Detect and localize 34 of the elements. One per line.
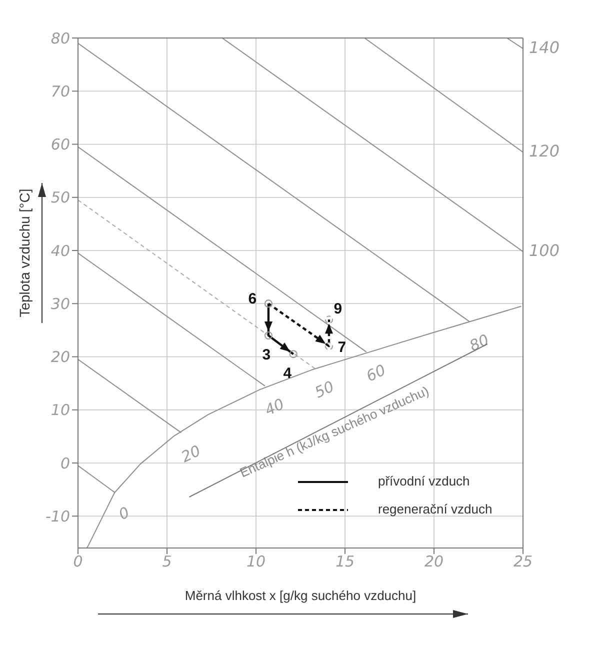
- y-tick-label: 20: [50, 348, 70, 366]
- x-tick-label: 10: [246, 552, 266, 571]
- x-axis-title: Měrná vlhkost x [g/kg suchého vzduchu]: [184, 588, 416, 603]
- x-tick-label: 25: [513, 552, 533, 571]
- annotation: 7: [338, 339, 346, 356]
- y-axis-title: Teplota vzduchu [°C]: [16, 188, 33, 318]
- annotation: 20: [178, 442, 204, 466]
- legend-label: přívodní vzduch: [378, 473, 470, 488]
- annotation: 140: [529, 38, 560, 57]
- y-tick-label: 30: [50, 294, 70, 313]
- annotation: 3: [262, 346, 271, 364]
- annotation: 4: [283, 365, 292, 382]
- y-tick-label: 40: [50, 242, 70, 260]
- x-tick-label: 20: [424, 552, 444, 571]
- annotation: 50: [312, 377, 337, 402]
- annotation: 60: [364, 360, 388, 386]
- legend-label: regenerační vzduch: [378, 501, 492, 516]
- x-tick-label: 15: [335, 552, 355, 571]
- annotation: 120: [529, 142, 560, 161]
- y-tick-label: -10: [46, 507, 70, 526]
- y-tick-label: 70: [50, 82, 70, 100]
- y-tick-label: 10: [50, 401, 70, 420]
- annotation: 9: [334, 300, 342, 318]
- y-tick-label: 0: [60, 454, 70, 472]
- y-tick-label: 50: [50, 188, 70, 207]
- x-tick-label: 5: [162, 552, 172, 571]
- annotation: 0: [116, 503, 132, 524]
- annotation: 6: [248, 290, 257, 308]
- x-tick-label: 0: [73, 552, 83, 571]
- annotation: 40: [262, 394, 287, 420]
- y-tick-label: 80: [50, 29, 70, 48]
- y-tick-label: 60: [50, 136, 70, 154]
- annotation: 100: [529, 240, 560, 260]
- annotation: 80: [466, 330, 492, 356]
